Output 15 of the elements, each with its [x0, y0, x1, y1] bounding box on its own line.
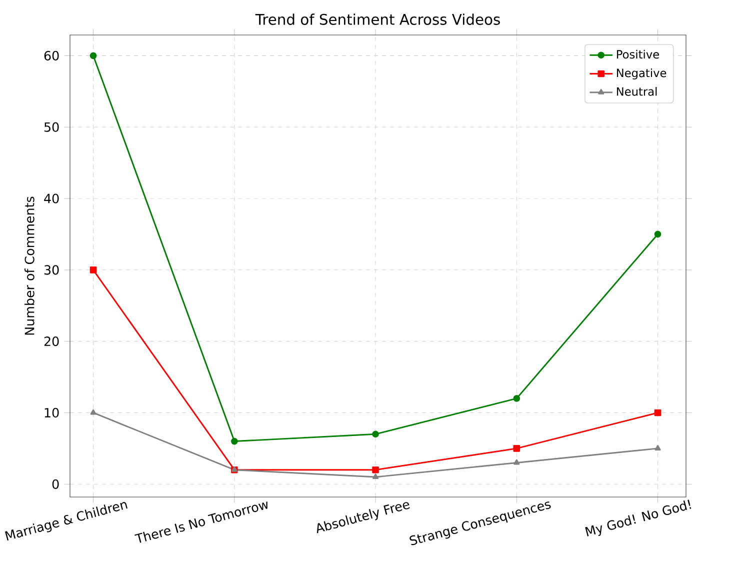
x-tick-label: My God! No God! [585, 500, 692, 536]
chart-title: Trend of Sentiment Across Videos [255, 14, 500, 25]
y-axis-title: Number of Comments [24, 196, 34, 335]
y-tick-label: 60 [44, 50, 59, 60]
y-tick-label: 50 [44, 122, 59, 132]
y-tick-label: 40 [44, 194, 59, 204]
x-tick-label: There Is No Tomorrow [134, 502, 268, 543]
y-tick-label: 30 [44, 265, 59, 275]
legend-label: Neutral [616, 87, 657, 96]
y-tick-label: 10 [44, 408, 59, 418]
x-tick-label: Marriage & Children [5, 502, 128, 541]
y-tick-label: 0 [52, 479, 59, 489]
legend-label: Negative [616, 68, 666, 80]
legend-label: Positive [616, 50, 659, 59]
y-tick-label: 20 [44, 336, 59, 346]
